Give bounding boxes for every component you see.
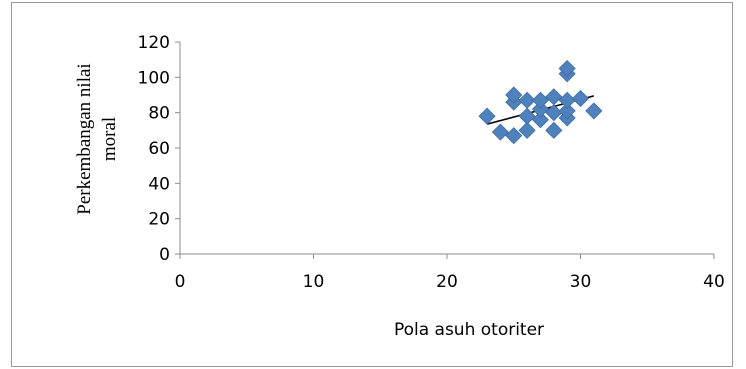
data-point (505, 86, 523, 104)
data-point (531, 100, 550, 118)
chart-frame: Perkembangan nilai moral Pola asuh otori… (11, 2, 733, 367)
data-point (478, 107, 496, 125)
y-tick-label: 80 (148, 104, 170, 124)
x-tick-label: 40 (703, 272, 725, 292)
y-tick-label: 0 (159, 245, 170, 265)
x-tick-label: 0 (175, 272, 186, 292)
data-point (505, 127, 523, 145)
x-tick-label: 20 (436, 272, 458, 292)
data-point (545, 88, 563, 106)
y-tick-label: 40 (148, 174, 170, 194)
y-tick-label: 100 (138, 68, 170, 88)
data-point (558, 102, 576, 120)
data-point (558, 91, 576, 109)
data-point (518, 107, 536, 125)
x-axis-title: Pola asuh otoriter (394, 320, 544, 340)
data-point (518, 121, 536, 139)
data-point (558, 59, 576, 78)
data-point (518, 91, 536, 109)
data-point (545, 121, 563, 139)
x-tick-label: 30 (570, 272, 592, 292)
data-point (545, 104, 563, 122)
scatter-chart: Perkembangan nilai moral Pola asuh otori… (74, 33, 725, 340)
data-point (491, 123, 509, 141)
y-axis-title-line-1: Perkembangan nilai (74, 63, 95, 214)
y-axis-title: Perkembangan nilai moral (74, 63, 120, 214)
data-point (531, 111, 550, 129)
data-point (571, 89, 590, 108)
y-tick-label: 20 (148, 210, 170, 230)
x-tick-label: 10 (303, 272, 325, 292)
data-point (585, 102, 603, 120)
y-tick-label: 60 (148, 139, 170, 159)
data-point (531, 91, 550, 109)
y-axis-title-line-2: moral (99, 117, 120, 161)
y-tick-label: 120 (138, 33, 170, 53)
